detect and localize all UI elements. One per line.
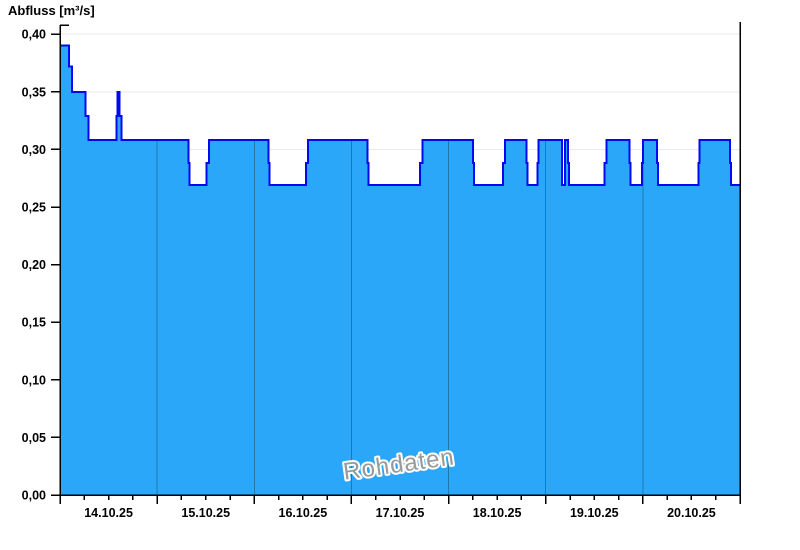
y-tick-label: 0,30 <box>22 143 46 157</box>
x-tick-label: 17.10.25 <box>376 506 425 520</box>
area-fill <box>60 45 740 496</box>
y-tick-label: 0,20 <box>22 258 46 272</box>
x-tick-label: 16.10.25 <box>279 506 328 520</box>
x-tick-label: 15.10.25 <box>181 506 230 520</box>
x-tick-label: 20.10.25 <box>667 506 716 520</box>
y-tick-label: 0,40 <box>22 28 46 42</box>
x-tick-label: 18.10.25 <box>473 506 522 520</box>
y-tick-label: 0,25 <box>22 201 46 215</box>
y-tick-label: 0,15 <box>22 316 46 330</box>
x-tick-label: 19.10.25 <box>570 506 619 520</box>
y-tick-label: 0,00 <box>22 489 46 503</box>
y-tick-label: 0,05 <box>22 431 46 445</box>
chart-title: Abfluss [m³/s] <box>8 3 95 18</box>
y-tick-label: 0,10 <box>22 373 46 387</box>
y-tick-label: 0,35 <box>22 85 46 99</box>
x-tick-label: 14.10.25 <box>84 506 133 520</box>
series-line <box>60 44 740 187</box>
